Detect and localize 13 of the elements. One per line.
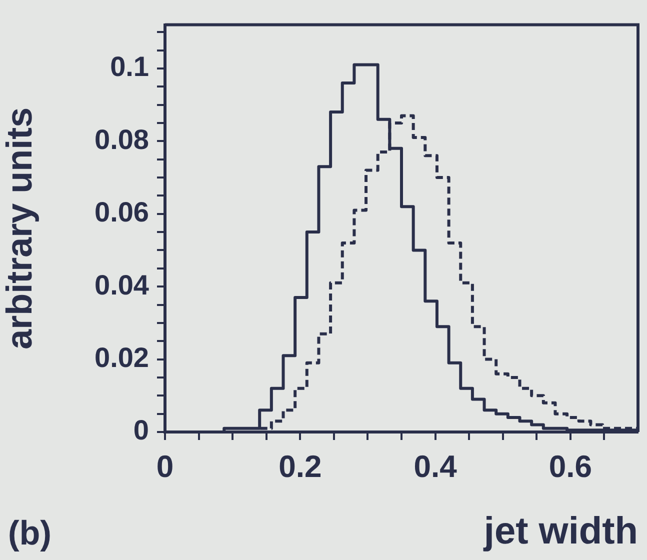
y-tick-label: 0.04 (94, 269, 150, 300)
x-tick-label: 0.6 (548, 449, 592, 484)
text: (b) (8, 514, 52, 552)
x-tick-label: 0 (156, 449, 174, 484)
y-tick-label: 0.02 (94, 342, 149, 374)
y-tick-label: 0.06 (94, 196, 149, 228)
y-tick-label: 0.08 (94, 124, 149, 155)
y-axis-title: arbitrary units (0, 107, 40, 350)
y-tick-label: 0 (133, 414, 149, 446)
y-tick-label: 0.1 (110, 51, 149, 82)
x-tick-label: 0.2 (278, 449, 322, 484)
x-tick-label: 0.4 (414, 449, 458, 484)
x-axis-title: jet width (482, 510, 638, 553)
